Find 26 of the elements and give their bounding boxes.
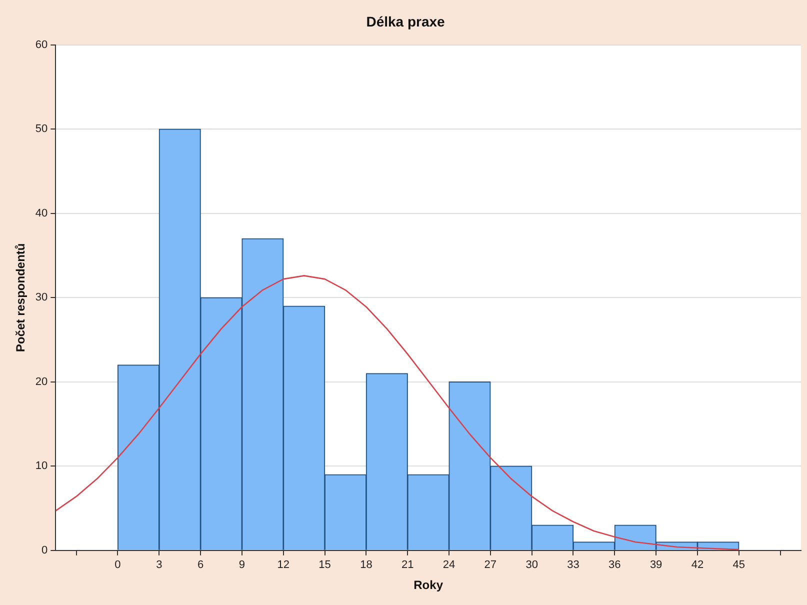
- y-tick-label: 20: [35, 376, 48, 388]
- x-tick-label: 0: [114, 559, 121, 572]
- x-tick-label: 36: [608, 559, 621, 572]
- y-tick-label: 60: [35, 38, 48, 51]
- x-tick-label: 45: [732, 559, 746, 572]
- x-tick-label: 18: [360, 559, 372, 572]
- x-axis-title: Roky: [414, 578, 444, 592]
- x-tick-label: 12: [277, 559, 290, 572]
- y-tick-label: 10: [35, 460, 48, 472]
- x-tick-label: 3: [156, 559, 162, 572]
- x-tick-label: 15: [318, 559, 331, 572]
- y-tick-label: 0: [42, 544, 48, 556]
- x-tick-label: 33: [567, 559, 580, 572]
- x-tick-label: 27: [484, 559, 497, 572]
- x-tick-label: 21: [401, 559, 414, 572]
- x-tick-label: 24: [442, 559, 456, 572]
- x-tick-label: 39: [650, 559, 662, 572]
- y-axis-title: Počet respondentů: [14, 243, 28, 352]
- y-tick-label: 40: [35, 207, 48, 220]
- x-tick-label: 6: [198, 559, 204, 572]
- chart-title: Délka praxe: [366, 13, 446, 30]
- x-tick-label: 42: [691, 559, 704, 572]
- x-tick-label: 9: [238, 559, 246, 572]
- y-tick-label: 30: [35, 292, 48, 304]
- y-tick-label: 50: [35, 123, 48, 136]
- x-tick-label: 30: [526, 559, 538, 572]
